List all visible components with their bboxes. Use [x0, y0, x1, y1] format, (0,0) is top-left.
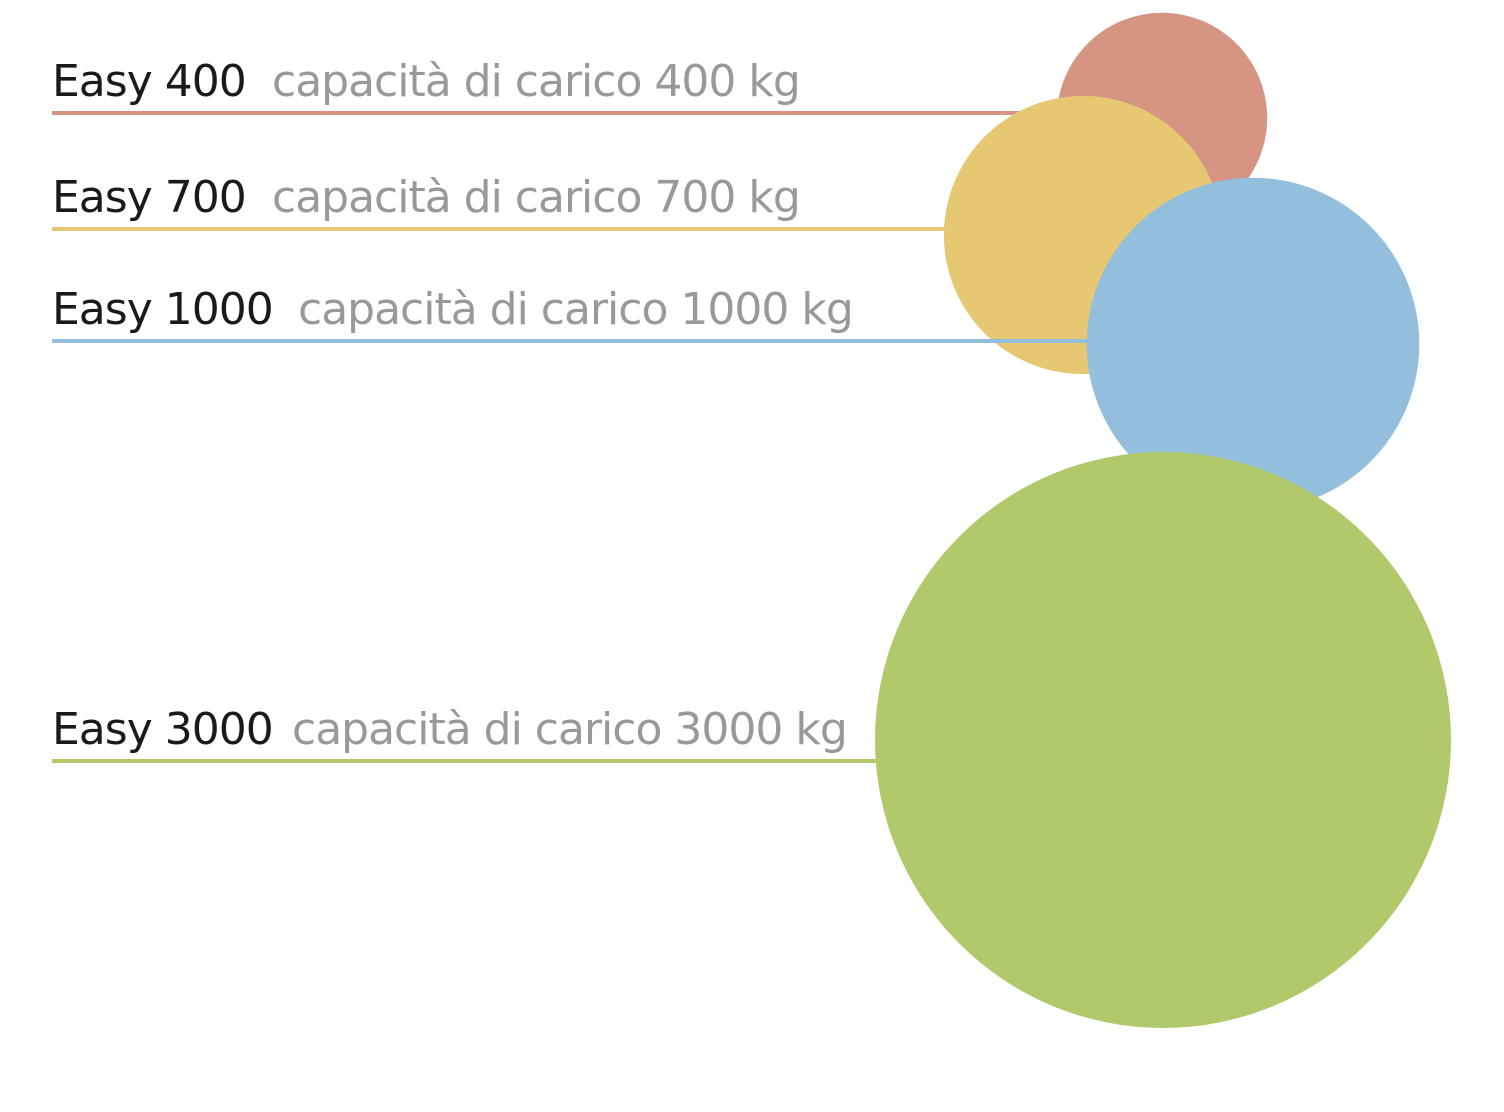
- capacity-label-easy-400: capacità di carico 400 kg: [272, 56, 800, 107]
- model-label-easy-700: Easy 700: [52, 172, 246, 223]
- model-label-easy-3000: Easy 3000: [52, 704, 273, 755]
- capacity-label-easy-700: capacità di carico 700 kg: [272, 172, 800, 223]
- bubble-easy-3000: [875, 452, 1451, 1028]
- chart-row-easy-1000: Easy 1000 capacità di carico 1000 kg: [52, 177, 1420, 511]
- model-label-easy-1000: Easy 1000: [52, 284, 273, 335]
- bubble-easy-1000: [1086, 177, 1420, 511]
- capacity-label-easy-3000: capacità di carico 3000 kg: [292, 704, 847, 755]
- capacity-label-easy-1000: capacità di carico 1000 kg: [298, 284, 853, 335]
- model-label-easy-400: Easy 400: [52, 56, 246, 107]
- chart-row-easy-3000: Easy 3000 capacità di carico 3000 kg: [52, 452, 1451, 1028]
